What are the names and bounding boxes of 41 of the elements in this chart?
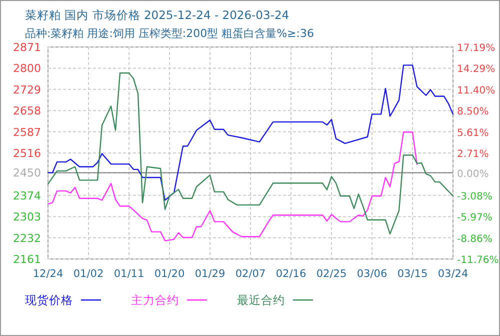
legend-label: 现货价格 bbox=[25, 293, 73, 307]
y2-tick-label: 2.71% bbox=[457, 149, 489, 160]
x-tick-label: 01/20 bbox=[154, 268, 185, 280]
y-tick-label: 2729 bbox=[13, 83, 41, 96]
x-tick-label: 03/15 bbox=[397, 268, 428, 280]
x-tick-label: 02/25 bbox=[316, 268, 347, 280]
y-tick-label: 2516 bbox=[13, 147, 41, 160]
y2-tick-label: -5.97% bbox=[457, 212, 492, 224]
y-tick-label: 2232 bbox=[13, 232, 41, 245]
x-tick-label: 03/24 bbox=[438, 268, 468, 280]
y2-tick-label: -3.08% bbox=[457, 191, 492, 202]
y-tick-label: 2374 bbox=[13, 189, 41, 202]
x-tick-label: 02/07 bbox=[235, 268, 266, 280]
y2-tick-label: -8.86% bbox=[457, 234, 492, 245]
x-tick-label: 01/02 bbox=[73, 268, 104, 280]
legend-label: 主力合约 bbox=[131, 293, 179, 307]
line-series bbox=[47, 132, 418, 242]
x-tick-label: 01/11 bbox=[114, 268, 144, 280]
legend-label: 最近合约 bbox=[237, 293, 285, 307]
line-series bbox=[47, 64, 454, 201]
y-tick-label: 2658 bbox=[13, 104, 41, 118]
y2-tick-label: -11.76% bbox=[457, 255, 499, 266]
y2-tick-label: 11.40% bbox=[457, 85, 496, 96]
y2-tick-label: 5.61% bbox=[457, 128, 489, 139]
y2-tick-label: 0.00% bbox=[457, 168, 489, 180]
y-tick-label: 2800 bbox=[13, 62, 41, 76]
x-tick-label: 02/16 bbox=[276, 268, 306, 280]
chart-subtitle: 品种:菜籽粕 用途:饲用 压榨类型:200型 粗蛋白含量%≥:36 bbox=[25, 27, 314, 40]
y-tick-label: 2161 bbox=[13, 253, 41, 266]
chart-title: 菜籽粕 国内 市场价格 2025-12-24 - 2026-03-24 bbox=[25, 8, 290, 22]
x-tick-label: 03/06 bbox=[356, 268, 388, 280]
line-series bbox=[47, 72, 454, 235]
y-tick-label: 2450 bbox=[13, 166, 41, 180]
y-tick-label: 2871 bbox=[13, 41, 41, 54]
y-tick-label: 2303 bbox=[13, 210, 41, 224]
y2-tick-label: 8.50% bbox=[457, 106, 489, 118]
x-tick-label: 12/24 bbox=[32, 268, 64, 280]
y-tick-label: 2587 bbox=[13, 126, 41, 139]
y2-tick-label: 14.29% bbox=[457, 64, 496, 76]
x-tick-label: 01/29 bbox=[194, 268, 226, 280]
y2-tick-label: 17.19% bbox=[457, 43, 496, 54]
